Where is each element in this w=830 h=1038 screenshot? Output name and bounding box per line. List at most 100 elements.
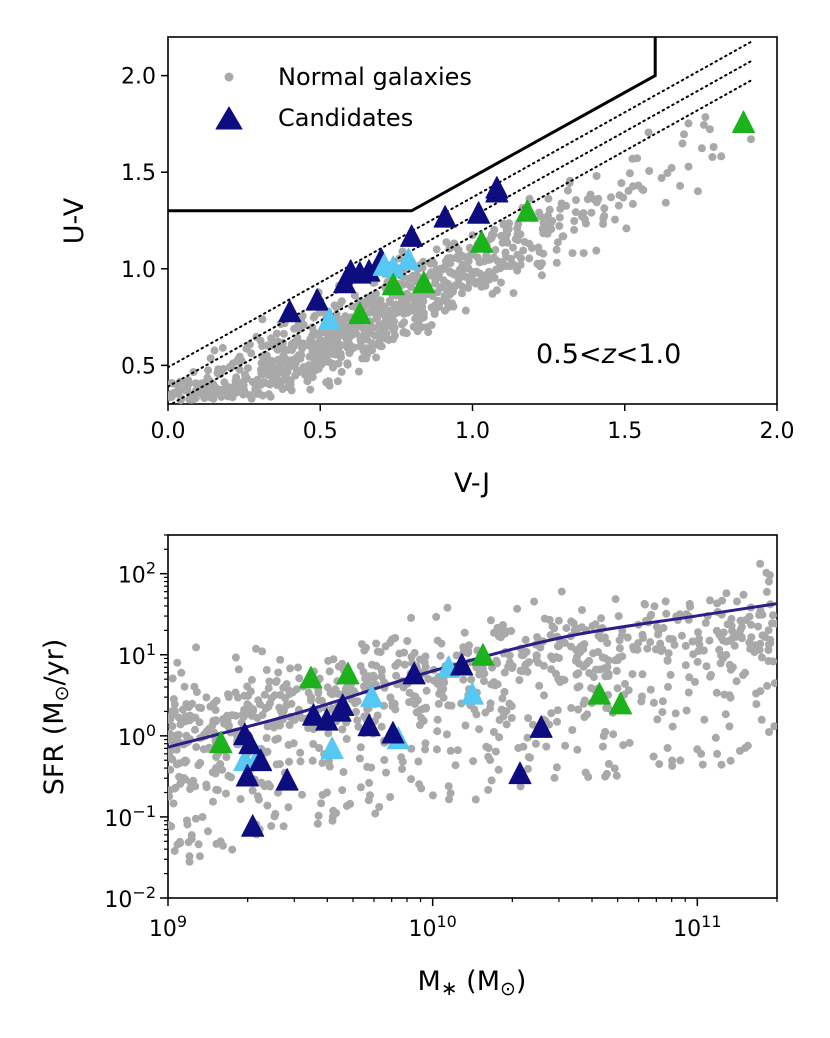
normal-galaxy-point	[342, 801, 351, 810]
redshift-annotation: 0.5<z<1.0	[536, 339, 681, 370]
normal-galaxy-point	[191, 394, 200, 402]
normal-galaxy-point	[489, 728, 498, 736]
normal-galaxy-point	[421, 663, 430, 672]
normal-galaxy-point	[190, 682, 199, 691]
normal-galaxy-point	[756, 687, 765, 696]
normal-galaxy-point	[170, 784, 179, 793]
normal-galaxy-point	[269, 377, 278, 386]
normal-galaxy-point	[314, 689, 323, 697]
normal-galaxy-point	[739, 590, 748, 599]
normal-galaxy-point	[677, 631, 686, 640]
normal-galaxy-point	[180, 385, 189, 393]
normal-galaxy-point	[422, 703, 430, 712]
dotted-reference-line	[168, 59, 754, 388]
normal-galaxy-point	[454, 246, 463, 255]
candidate-dark-marker	[241, 814, 265, 837]
normal-galaxy-point	[444, 303, 452, 312]
normal-galaxy-point	[646, 685, 655, 694]
normal-galaxy-point	[176, 377, 185, 386]
normal-galaxy-point	[461, 306, 470, 315]
normal-galaxy-point	[339, 768, 348, 776]
normal-galaxy-point	[313, 819, 322, 828]
normal-galaxy-point	[628, 199, 637, 208]
normal-galaxy-point	[343, 337, 352, 346]
normal-galaxy-point	[415, 721, 424, 729]
normal-galaxy-point	[243, 374, 252, 383]
normal-galaxy-point	[658, 708, 667, 717]
bottom-x-axis-label: M∗ (M⊙)	[418, 966, 527, 1000]
normal-galaxy-point	[318, 759, 327, 767]
normal-galaxy-point	[500, 687, 509, 696]
normal-galaxy-point	[298, 312, 307, 320]
normal-galaxy-point	[288, 359, 297, 368]
y-tick-label: 102	[118, 558, 156, 589]
normal-galaxy-point	[446, 789, 455, 798]
normal-galaxy-point	[451, 761, 460, 770]
candidate-light-marker	[320, 736, 344, 759]
candidate-green-marker	[348, 301, 372, 325]
normal-galaxy-point	[274, 668, 283, 677]
normal-galaxy-point	[684, 688, 693, 697]
normal-galaxy-point	[200, 388, 209, 397]
normal-galaxy-point	[350, 343, 359, 352]
normal-galaxy-point	[183, 378, 192, 387]
normal-galaxy-point	[276, 655, 285, 664]
normal-galaxy-point	[542, 742, 551, 751]
normal-galaxy-point	[399, 683, 408, 692]
normal-galaxy-point	[350, 291, 359, 300]
normal-galaxy-point	[310, 312, 319, 321]
normal-galaxy-point	[491, 747, 500, 756]
normal-galaxy-point	[256, 336, 265, 345]
normal-galaxy-point	[592, 198, 601, 207]
bottom-candidates	[209, 643, 633, 837]
normal-galaxy-point	[647, 610, 656, 619]
normal-galaxy-point	[634, 639, 643, 647]
normal-galaxy-point	[524, 714, 533, 723]
normal-galaxy-point	[614, 201, 623, 210]
normal-galaxy-point	[695, 634, 704, 643]
legend-candidate-marker	[215, 106, 243, 130]
normal-galaxy-point	[644, 128, 653, 137]
normal-galaxy-point	[421, 739, 430, 748]
normal-galaxy-point	[294, 663, 302, 672]
normal-galaxy-point	[571, 208, 580, 217]
x-tick-label: 2.0	[760, 419, 795, 444]
normal-galaxy-point	[657, 174, 666, 182]
normal-galaxy-point	[544, 194, 553, 203]
normal-galaxy-point	[637, 697, 646, 706]
normal-galaxy-point	[216, 391, 225, 400]
normal-galaxy-point	[516, 782, 525, 791]
normal-galaxy-point	[712, 626, 721, 635]
normal-galaxy-point	[404, 301, 412, 310]
normal-galaxy-point	[325, 762, 334, 771]
normal-galaxy-point	[712, 688, 721, 697]
normal-galaxy-point	[756, 607, 765, 616]
normal-galaxy-point	[713, 599, 722, 608]
normal-galaxy-point	[298, 790, 306, 799]
normal-galaxy-point	[277, 707, 286, 716]
y-tick-label: 2.0	[121, 65, 156, 90]
normal-galaxy-point	[486, 616, 495, 625]
normal-galaxy-point	[756, 559, 765, 568]
normal-galaxy-point	[583, 710, 592, 719]
normal-galaxy-point	[475, 725, 484, 734]
normal-galaxy-point	[623, 633, 632, 642]
normal-galaxy-point	[168, 731, 173, 740]
normal-galaxy-point	[329, 806, 338, 815]
normal-galaxy-point	[694, 628, 702, 637]
candidate-dark-marker	[233, 722, 257, 746]
normal-galaxy-point	[388, 312, 397, 321]
normal-galaxy-point	[702, 662, 711, 671]
normal-galaxy-point	[189, 776, 198, 785]
normal-galaxy-point	[256, 700, 264, 709]
normal-galaxy-point	[334, 359, 343, 368]
normal-galaxy-point	[699, 120, 708, 129]
normal-galaxy-point	[434, 699, 443, 708]
normal-galaxy-point	[294, 321, 303, 330]
normal-galaxy-point	[676, 756, 685, 765]
normal-galaxy-point	[299, 339, 308, 348]
normal-galaxy-point	[169, 799, 178, 808]
normal-galaxy-point	[342, 735, 351, 743]
normal-galaxy-point	[328, 812, 337, 821]
normal-galaxy-point	[195, 703, 204, 712]
